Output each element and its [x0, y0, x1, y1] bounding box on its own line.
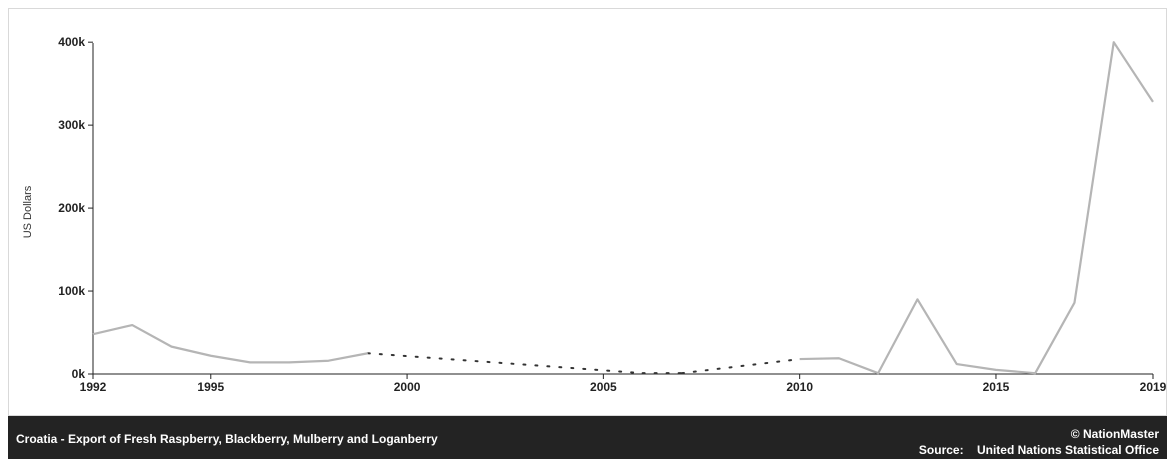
x-tick-label: 2010: [786, 380, 813, 394]
x-tick-label: 2019: [1140, 380, 1166, 394]
interpolated-segment: [680, 358, 801, 375]
source-value: United Nations Statistical Office: [976, 443, 1159, 457]
chart-footer: Croatia - Export of Fresh Raspberry, Bla…: [8, 416, 1167, 459]
series-line: [799, 41, 1154, 375]
x-tick-label: 2005: [590, 380, 617, 394]
y-tick-label: 200k: [58, 201, 85, 215]
footer-credits: © NationMaster Source: United Nations St…: [919, 426, 1159, 458]
brand-label: © NationMaster: [1070, 427, 1159, 441]
y-tick-label: 100k: [58, 284, 85, 298]
source-label: Source:: [918, 443, 964, 457]
line-chart: US Dollars 0k 100k 200k 300k 400k 1992 1995 200…: [22, 35, 1166, 394]
y-tick-label: 300k: [58, 118, 85, 132]
chart-title: Croatia - Export of Fresh Raspberry, Bla…: [16, 432, 438, 446]
interpolated-segment: [366, 352, 644, 375]
x-tick-label: 1995: [197, 380, 224, 394]
chart-frame: US Dollars 0k 100k 200k 300k 400k 1992 1995 200…: [8, 8, 1167, 416]
y-axis-title: US Dollars: [22, 185, 34, 238]
x-tick-label: 1992: [80, 380, 107, 394]
series-line: [92, 323, 369, 364]
y-tick-label: 0k: [72, 367, 86, 381]
x-tick-label: 2000: [394, 380, 421, 394]
source-line: Source: United Nations Statistical Offic…: [919, 442, 1159, 458]
x-tick-label: 2015: [983, 380, 1010, 394]
y-tick-label: 400k: [58, 35, 85, 49]
